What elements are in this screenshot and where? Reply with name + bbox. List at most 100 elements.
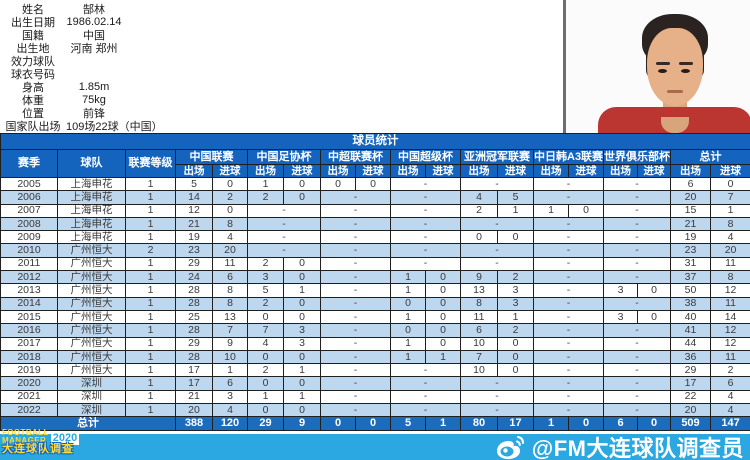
- stat-dash-cell: -: [533, 309, 604, 325]
- stat-goals-cell: 0: [283, 176, 321, 192]
- stat-goals-cell: 12: [709, 283, 750, 298]
- stat-apps-cell: 1: [390, 309, 426, 325]
- season-row-2022: 2022 深圳 1 20 4 0 0- - - - -20 4: [0, 403, 750, 418]
- stat-goals-cell: 0: [283, 190, 321, 205]
- stat-apps-cell: 20: [670, 403, 711, 418]
- season-row-2007: 2007 上海申花 1 12 0- - -2 1 1 0-15 1: [0, 203, 750, 218]
- stat-goals-cell: 8: [709, 270, 750, 285]
- team-cell: 广州恒大: [57, 283, 126, 298]
- stat-dash-cell: -: [320, 243, 391, 258]
- stat-goals-cell: 6: [212, 376, 248, 391]
- profile-value: 1.85m: [78, 81, 110, 94]
- profile-label: 身高: [22, 82, 44, 95]
- level-cell: 1: [125, 363, 176, 378]
- level-cell: 1: [125, 256, 176, 272]
- stat-apps-cell: 3: [603, 283, 638, 298]
- season-row-2015: 2015 广州恒大 1 25 13 0 0-1 0 11 1-3 0 40 14: [0, 309, 750, 325]
- team-cell: 广州恒大: [57, 336, 126, 351]
- total-apps-cell: 509: [670, 416, 711, 432]
- stat-goals-cell: 0: [425, 296, 461, 311]
- team-cell: 上海申花: [57, 176, 126, 192]
- stats-table-title: 球员统计: [0, 133, 750, 150]
- stat-goals-cell: 13: [212, 309, 248, 325]
- profile-row: 姓名 郜林: [0, 2, 400, 16]
- stat-dash-cell: -: [533, 296, 604, 311]
- level-cell: 1: [125, 323, 176, 338]
- stat-goals-cell: 8: [709, 216, 750, 232]
- stat-dash-cell: -: [390, 203, 461, 218]
- stat-apps-cell: 15: [670, 203, 711, 218]
- stat-dash-cell: -: [533, 216, 604, 232]
- stat-goals-cell: 0: [425, 270, 461, 285]
- team-cell: 广州恒大: [57, 296, 126, 311]
- level-cell: 1: [125, 230, 176, 245]
- team-cell: 深圳: [57, 376, 126, 391]
- stat-apps-cell: 21: [175, 216, 213, 232]
- stat-goals-cell: 12: [709, 336, 750, 351]
- team-cell: 广州恒大: [57, 363, 126, 378]
- stat-dash-cell: -: [320, 389, 391, 405]
- stat-goals-cell: 0: [283, 349, 321, 365]
- total-goals-cell: 147: [709, 416, 750, 432]
- total-label: 总计: [0, 416, 176, 432]
- team-cell: 上海申花: [57, 203, 126, 218]
- player-mouth-icon: [667, 90, 683, 93]
- stat-apps-cell: 1: [390, 336, 426, 351]
- stat-apps-cell: 2: [460, 203, 498, 218]
- stat-goals-cell: 9: [212, 336, 248, 351]
- group-header-7: 总计: [669, 149, 750, 165]
- stat-goals-cell: 0: [568, 203, 604, 218]
- stat-dash-cell: -: [533, 176, 604, 192]
- season-row-2021: 2021 深圳 1 21 3 1 1- - - - -22 4: [0, 389, 750, 405]
- season-cell: 2013: [0, 283, 58, 298]
- level-cell: 1: [125, 296, 176, 311]
- season-row-2016: 2016 广州恒大 1 28 7 7 3-0 0 6 2- -41 12: [0, 323, 750, 338]
- stat-apps-cell: 28: [175, 349, 213, 365]
- sub-header-3-0: 出场: [390, 164, 426, 178]
- stat-goals-cell: 0: [355, 176, 391, 192]
- stat-goals-cell: 8: [212, 283, 248, 298]
- total-goals-cell: 1: [425, 416, 461, 432]
- stat-goals-cell: 0: [283, 270, 321, 285]
- stat-goals-cell: 7: [212, 323, 248, 338]
- stat-apps-cell: 17: [175, 376, 213, 391]
- player-jersey-collar-icon: [661, 117, 689, 133]
- stat-goals-cell: 0: [283, 256, 321, 272]
- stat-apps-cell: 5: [175, 176, 213, 192]
- stat-apps-cell: 1: [390, 270, 426, 285]
- stat-goals-cell: 1: [283, 389, 321, 405]
- stat-dash-cell: -: [320, 190, 391, 205]
- stat-dash-cell: -: [460, 376, 534, 391]
- table-body: 2005 上海申花 1 5 0 1 0 0 0- - - -6 0 2006 上海申花 1 14 2 2 0- -4 5-…: [0, 176, 750, 432]
- profile-label: 体重: [22, 95, 44, 108]
- stat-goals-cell: 1: [425, 349, 461, 365]
- team-cell: 上海申花: [57, 216, 126, 232]
- stat-apps-cell: 1: [533, 203, 569, 218]
- profile-value: 75kg: [82, 94, 106, 107]
- level-cell: 1: [125, 176, 176, 192]
- level-cell: 1: [125, 336, 176, 351]
- stat-goals-cell: 6: [709, 376, 750, 391]
- footer-bar: [0, 434, 750, 460]
- total-apps-cell: 6: [603, 416, 638, 432]
- stat-apps-cell: 19: [670, 230, 711, 245]
- season-row-2005: 2005 上海申花 1 5 0 1 0 0 0- - - -6 0: [0, 176, 750, 192]
- stat-apps-cell: 50: [670, 283, 711, 298]
- stat-goals-cell: 3: [212, 389, 248, 405]
- season-cell: 2008: [0, 216, 58, 232]
- stat-goals-cell: 2: [709, 363, 750, 378]
- stat-dash-cell: -: [320, 283, 391, 298]
- stat-apps-cell: 6: [670, 176, 711, 192]
- fm-logo-chinese: 大连球队调查: [2, 443, 74, 455]
- stat-goals-cell: 11: [709, 296, 750, 311]
- stat-apps-cell: 2: [247, 363, 284, 378]
- stat-goals-cell: 0: [425, 283, 461, 298]
- season-row-2013: 2013 广州恒大 1 28 8 5 1-1 0 13 3-3 0 50 12: [0, 283, 750, 298]
- stat-dash-cell: -: [390, 389, 461, 405]
- stat-apps-cell: 41: [670, 323, 711, 338]
- stat-goals-cell: 20: [212, 243, 248, 258]
- stat-goals-cell: 0: [709, 176, 750, 192]
- stat-goals-cell: 11: [709, 349, 750, 365]
- season-row-2020: 2020 深圳 1 17 6 0 0- - - - -17 6: [0, 376, 750, 391]
- stat-dash-cell: -: [533, 270, 604, 285]
